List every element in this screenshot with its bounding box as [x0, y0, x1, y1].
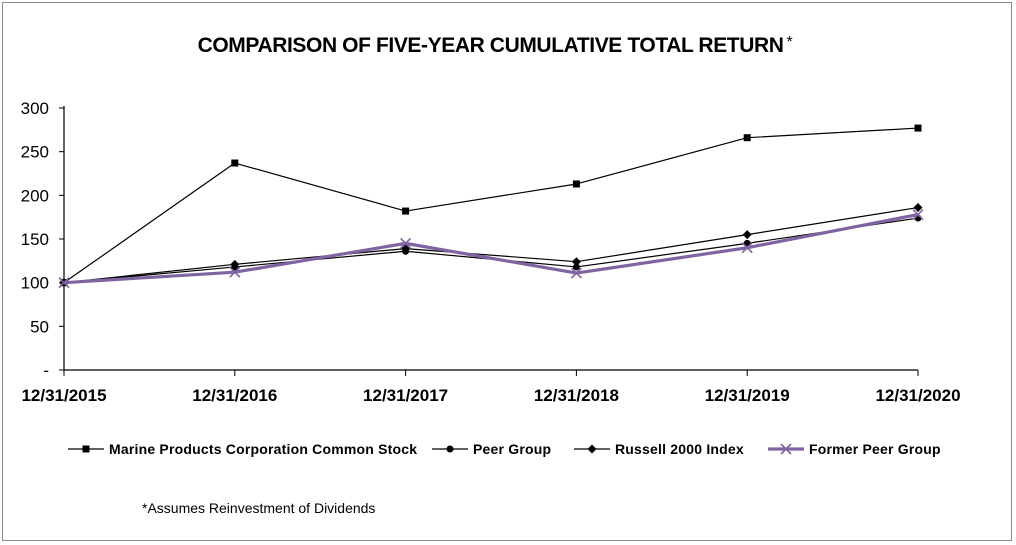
series-line: [63, 127, 919, 284]
y-tick-label: 300: [21, 99, 49, 118]
data-point: [572, 263, 580, 271]
data-point: [402, 207, 410, 215]
data-point: [914, 124, 922, 132]
data-point: [913, 203, 923, 213]
data-point: [912, 208, 924, 221]
legend-label: Former Peer Group: [809, 441, 941, 457]
data-point: [742, 230, 752, 240]
legend-label: Russell 2000 Index: [615, 441, 744, 457]
y-tick-label: 100: [21, 274, 49, 293]
data-point: [58, 277, 70, 289]
series-1: [60, 124, 922, 287]
y-tick-label: 50: [30, 317, 49, 336]
data-point: [231, 159, 239, 167]
data-point: [571, 257, 581, 267]
data-point: [741, 242, 753, 254]
x-tick-label: 12/31/2020: [875, 386, 960, 405]
footnote: *Assumes Reinvestment of Dividends: [142, 500, 376, 516]
legend-marker: [82, 445, 90, 453]
data-point: [400, 237, 412, 249]
legend-marker: [587, 444, 597, 454]
y-tick-label: 150: [21, 230, 49, 249]
series-4: [58, 208, 924, 289]
chart-title: COMPARISON OF FIVE-YEAR CUMULATIVE TOTAL…: [0, 34, 990, 58]
chart-title-text: COMPARISON OF FIVE-YEAR CUMULATIVE TOTAL…: [197, 34, 784, 57]
y-tick-label: 200: [21, 186, 49, 205]
data-point: [743, 134, 751, 142]
data-point: [572, 180, 580, 188]
legend-marker: [446, 445, 454, 453]
data-point: [570, 267, 582, 279]
y-tick-label: -: [43, 361, 49, 380]
data-point: [230, 259, 240, 269]
legend-label: Marine Products Corporation Common Stock: [109, 441, 417, 457]
x-tick-label: 12/31/2017: [363, 386, 448, 405]
series-line: [63, 206, 919, 284]
legend-marker: [780, 443, 792, 455]
x-tick-label: 12/31/2015: [21, 386, 106, 405]
y-tick-label: 250: [21, 143, 49, 162]
legend-label: Peer Group: [473, 441, 551, 457]
series-line: [63, 212, 919, 285]
data-point: [229, 266, 241, 278]
x-tick-label: 12/31/2018: [534, 386, 619, 405]
legend: Marine Products Corporation Common Stock…: [68, 441, 941, 457]
x-tick-label: 12/31/2019: [705, 386, 790, 405]
chart-title-asterisk: *: [786, 34, 793, 51]
x-tick-label: 12/31/2016: [192, 386, 277, 405]
